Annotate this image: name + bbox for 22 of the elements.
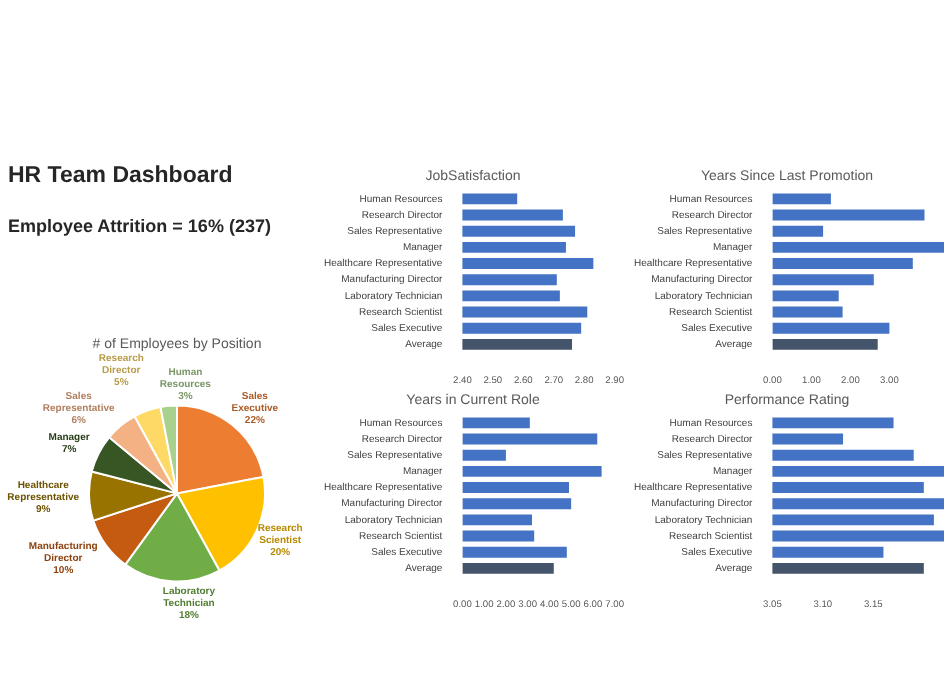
bar [772,258,913,270]
bar [772,193,831,205]
text: Employee Attrition = 16% (237) [8,216,271,236]
bar [772,322,890,334]
bar [772,241,944,253]
bar [772,290,839,302]
bar [772,209,925,221]
bar [462,530,535,542]
bar [772,338,878,350]
bar [462,433,598,445]
bar [772,225,824,237]
bar [772,274,874,286]
bar [462,482,569,494]
bar [772,306,843,318]
bar [462,514,533,526]
text: HR Team Dashboard [8,164,235,188]
bar [462,498,572,510]
bar [462,546,567,558]
bar [462,449,506,461]
bar [462,417,530,429]
bar [462,465,602,477]
bar [462,562,554,574]
